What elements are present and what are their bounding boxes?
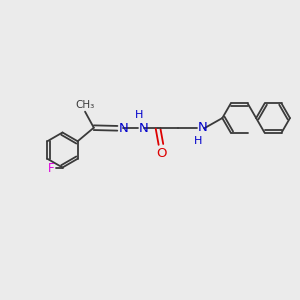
Text: CH₃: CH₃: [75, 100, 95, 110]
Text: N: N: [139, 122, 149, 135]
Text: O: O: [156, 147, 167, 160]
Text: N: N: [198, 121, 208, 134]
Text: F: F: [48, 163, 54, 176]
Text: N: N: [119, 122, 129, 135]
Text: H: H: [135, 110, 143, 120]
Text: H: H: [194, 136, 202, 146]
